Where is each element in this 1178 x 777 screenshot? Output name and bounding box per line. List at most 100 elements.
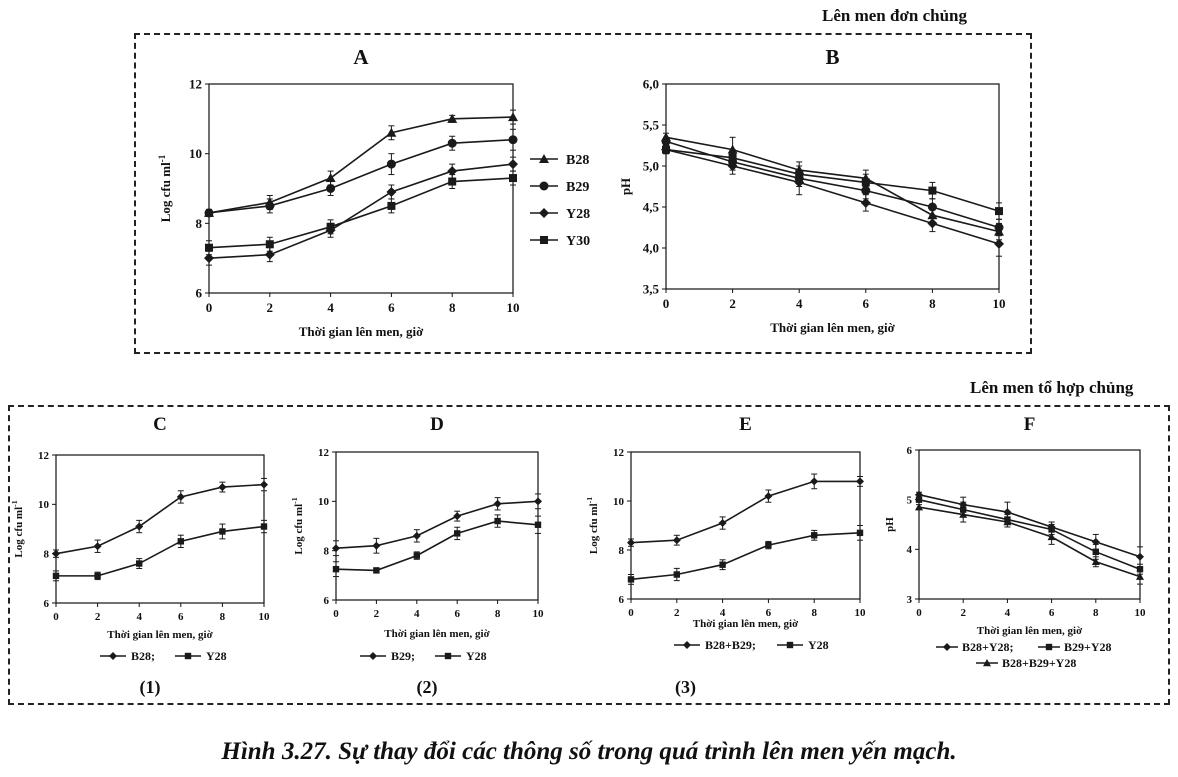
data-point: [856, 477, 864, 486]
series-line: [630, 532, 861, 581]
y-tick-label: 8: [44, 549, 50, 561]
data-point: [453, 512, 462, 521]
y-axis-label-sup: -1: [157, 154, 167, 162]
legend-label: Y28: [566, 207, 590, 222]
data-point: [447, 166, 458, 177]
data-point: [176, 492, 185, 501]
series-line: [208, 138, 514, 214]
chart-b: B 3,5 4,0 4,5 5,0 5,5 6,0 0 2 4 6 8 10 Thời gian lên …: [618, 45, 1006, 335]
chart-c: C 6 8 10 12 0 2 4 6 8 10 Thời gian lên men, giờ Log …: [10, 414, 270, 698]
legend: B29; Y28: [360, 649, 487, 663]
plot-frame: [55, 454, 265, 604]
data-point: [928, 186, 937, 195]
data-point: [386, 127, 397, 137]
data-point: [447, 138, 457, 148]
data-point: [332, 565, 340, 573]
series-y30: [205, 170, 517, 256]
x-tick-label: 8: [1093, 607, 1099, 619]
legend-label: Y30: [566, 234, 590, 249]
plot-frame: [665, 83, 1000, 290]
x-tick-label: 10: [993, 296, 1006, 311]
x-tick-label: 4: [1005, 607, 1011, 619]
data-point: [1003, 518, 1012, 526]
legend: B28 B29 Y28 Y30: [530, 153, 590, 249]
x-tick-label: 2: [267, 300, 274, 315]
legend-marker: [184, 652, 192, 660]
legend-marker: [943, 643, 951, 651]
series-line: [630, 480, 860, 544]
series-line: [665, 140, 1000, 229]
data-point: [264, 249, 275, 260]
series-b28: [52, 477, 268, 558]
x-tick-label: 0: [333, 608, 339, 620]
data-point: [1091, 557, 1100, 565]
single-strain-frame: [134, 33, 1032, 354]
y-tick-label: 5,0: [643, 159, 659, 174]
data-point: [454, 530, 461, 537]
series-line: [335, 520, 539, 572]
legend-marker: [786, 641, 794, 649]
legend-label: B28+Y28;: [962, 640, 1014, 654]
series-line: [208, 163, 514, 259]
data-point: [386, 159, 396, 169]
x-tick-label: 10: [507, 300, 520, 315]
data-point: [1136, 552, 1144, 561]
data-point: [494, 517, 501, 525]
y-axis-label: Log cfu ml-1: [10, 500, 25, 557]
panel-number: (2): [417, 677, 438, 698]
data-point: [332, 544, 340, 553]
data-point: [927, 218, 938, 229]
data-point: [136, 560, 143, 567]
data-point: [534, 521, 542, 528]
data-point: [205, 243, 213, 252]
x-axis-label: Thời gian lên men, giờ: [384, 628, 490, 640]
x-tick-label: 10: [1135, 607, 1147, 619]
series-b29: [332, 493, 542, 557]
legend-label: B29+Y28: [1064, 640, 1112, 654]
data-point: [994, 238, 1004, 249]
data-point: [52, 572, 60, 580]
x-axis-label: Thời gian lên men, giờ: [693, 618, 799, 630]
x-tick-label: 8: [495, 608, 501, 620]
y-tick-label: 8: [196, 216, 203, 231]
data-point: [260, 523, 268, 530]
series-y28: [204, 156, 518, 266]
chart-title: F: [1024, 414, 1036, 435]
data-point: [93, 542, 102, 551]
legend-label: B28+B29;: [705, 638, 756, 652]
data-point: [265, 240, 274, 249]
x-tick-label: 10: [533, 608, 545, 620]
y-tick-label: 4,0: [643, 241, 659, 256]
data-point: [915, 496, 923, 503]
series-line: [208, 116, 514, 214]
legend-marker: [539, 208, 549, 218]
x-axis-label: Thời gian lên men, giờ: [299, 324, 424, 339]
data-point: [661, 136, 671, 146]
legend-label: B28: [566, 153, 589, 168]
legend-marker: [540, 236, 548, 244]
series-line: [56, 525, 265, 577]
chart-title: A: [353, 45, 369, 69]
x-tick-label: 2: [95, 611, 101, 623]
data-point: [508, 135, 518, 145]
combined-strain-header: Lên men tổ hợp chủng: [970, 378, 1134, 397]
y-tick-label: 12: [38, 450, 50, 462]
series-b28-b29: [627, 473, 864, 547]
x-tick-label: 6: [454, 608, 460, 620]
legend: B28; Y28: [100, 649, 227, 663]
series-b28: [661, 132, 1004, 241]
legend-marker: [369, 652, 377, 660]
series-line: [918, 506, 1141, 578]
data-point: [52, 549, 60, 558]
data-point: [94, 572, 101, 580]
series-line: [208, 177, 514, 249]
y-axis-label-sup: -1: [585, 497, 594, 504]
chart-e: E 6 8 10 12 0 2 4 6 8 10 Thời gian lên men, giờ Log …: [585, 414, 866, 698]
y-tick-label: 4: [907, 544, 913, 556]
series-b29: [204, 128, 518, 218]
data-point: [995, 207, 1003, 216]
data-point: [764, 492, 773, 501]
data-point: [448, 177, 457, 186]
y-tick-label: 5,5: [643, 118, 660, 133]
